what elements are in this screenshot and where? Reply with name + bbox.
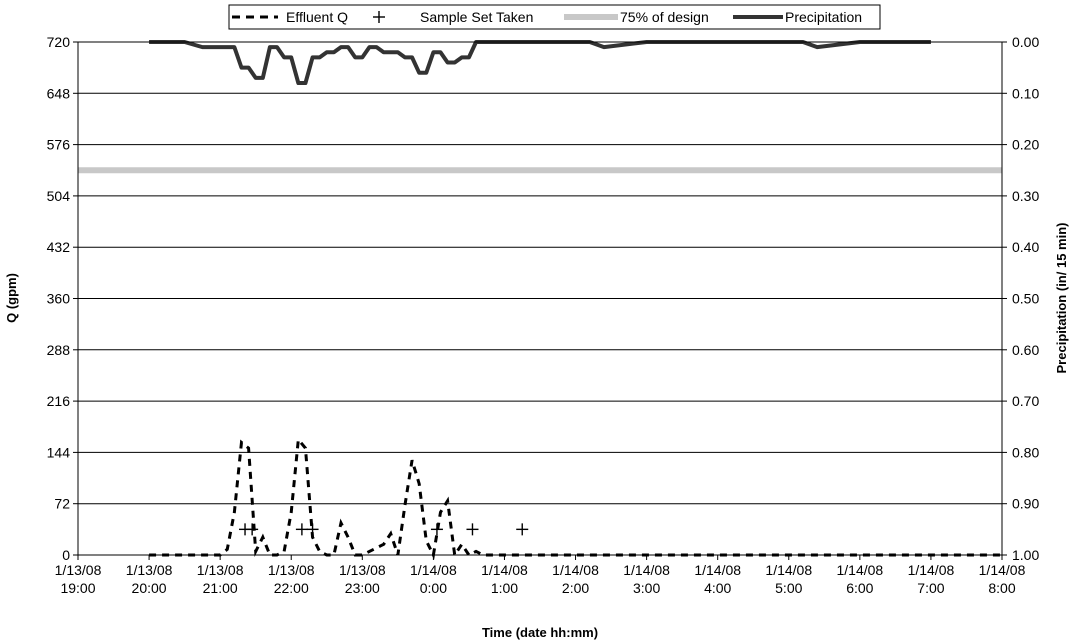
y-tick-label: 432 (47, 239, 71, 255)
y2-tick-label: 1.00 (1012, 547, 1039, 563)
y2-axis-title: Precipitation (in/ 15 min) (1054, 223, 1069, 374)
x-tick-label: 1/13/08 19:00 (55, 562, 102, 596)
y2-tick-label: 0.60 (1012, 342, 1039, 358)
y-tick-label: 144 (47, 444, 71, 460)
legend-label-samples: Sample Set Taken (420, 9, 533, 25)
x-tick-label: 1/13/08 23:00 (339, 562, 386, 596)
y-tick-label: 288 (47, 342, 71, 358)
y-tick-label: 360 (47, 291, 71, 307)
legend: Effluent Q Sample Set Taken 75% of desig… (228, 4, 881, 30)
x-tick-label: 1/14/08 0:00 (410, 562, 457, 596)
sample-marker (306, 523, 319, 536)
x-tick-label: 1/14/08 5:00 (765, 562, 812, 596)
y-tick-label: 504 (47, 188, 71, 204)
y2-tick-label: 0.90 (1012, 496, 1039, 512)
x-tick-label: 1/14/08 8:00 (979, 562, 1026, 596)
y2-tick-label: 0.70 (1012, 393, 1039, 409)
x-tick-label: 1/14/08 1:00 (481, 562, 528, 596)
sample-marker (295, 523, 308, 536)
y-axis-ticks: 0 72 144 216 288 360 432 504 576 648 720 (47, 34, 78, 563)
x-tick-label: 1/13/08 22:00 (268, 562, 315, 596)
y2-tick-label: 0.80 (1012, 444, 1039, 460)
y-tick-label: 0 (62, 547, 70, 563)
x-tick-label: 1/13/08 20:00 (126, 562, 173, 596)
y-tick-label: 72 (54, 496, 70, 512)
y2-tick-label: 0.30 (1012, 188, 1039, 204)
y-tick-label: 648 (47, 85, 71, 101)
legend-swatch-samples (373, 11, 385, 23)
gridlines (78, 92, 1002, 505)
series-effluent-line (149, 435, 1002, 560)
y-tick-label: 576 (47, 137, 71, 153)
y2-tick-label: 0.40 (1012, 239, 1039, 255)
x-tick-label: 1/14/08 2:00 (552, 562, 599, 596)
x-tick-label: 1/14/08 6:00 (836, 562, 883, 596)
x-axis-ticks: 1/13/08 19:00 1/13/08 20:00 1/13/08 21:00 1/13… (55, 555, 1026, 596)
y2-tick-label: 0.50 (1012, 291, 1039, 307)
sample-marker (430, 523, 443, 536)
sample-marker (466, 523, 479, 536)
y2-axis-ticks: 1.00 0.90 0.80 0.70 0.60 0.50 0.40 0.30 0.20 0.10… (1002, 34, 1039, 563)
x-axis-title: Time (date hh:mm) (482, 625, 598, 640)
y-tick-label: 720 (47, 34, 71, 50)
y2-tick-label: 0.00 (1012, 34, 1039, 50)
x-tick-label: 1/14/08 3:00 (623, 562, 670, 596)
sample-marker (246, 523, 259, 536)
legend-label-design: 75% of design (620, 9, 709, 25)
x-tick-label: 1/13/08 21:00 (197, 562, 244, 596)
legend-label-precip: Precipitation (785, 9, 862, 25)
x-tick-label: 1/14/08 4:00 (694, 562, 741, 596)
x-tick-label: 1/14/08 7:00 (908, 562, 955, 596)
legend-label-effluent: Effluent Q (286, 9, 348, 25)
y2-tick-label: 0.10 (1012, 85, 1039, 101)
sample-marker (516, 523, 529, 536)
y2-tick-label: 0.20 (1012, 137, 1039, 153)
series-precipitation-line (149, 40, 931, 86)
y-tick-label: 216 (47, 393, 71, 409)
y-axis-title: Q (gpm) (4, 273, 19, 323)
